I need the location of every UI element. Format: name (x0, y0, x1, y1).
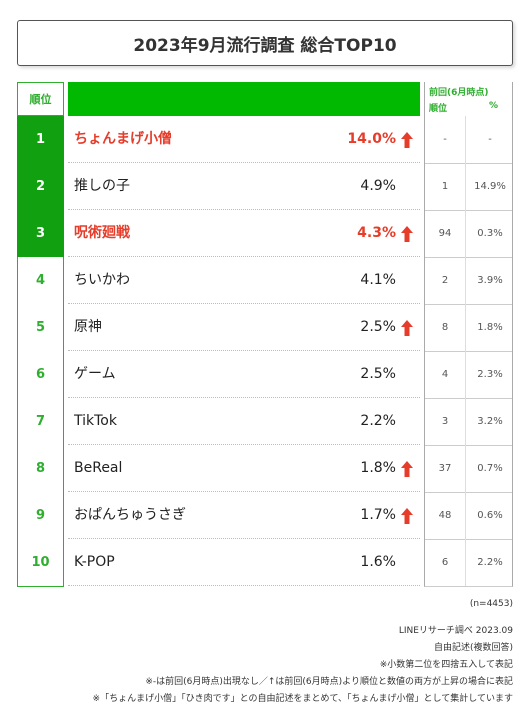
item-name: おぱんちゅうさぎ (74, 507, 186, 523)
previous-cell: 2 3.9% (424, 257, 513, 305)
previous-cell: 94 0.3% (424, 210, 513, 258)
rank-cell: 2 (17, 163, 64, 211)
previous-cell: 48 0.6% (424, 492, 513, 540)
table-row: 2 推しの子 4.9% 1 14.9% (17, 163, 513, 211)
previous-rank: 1 (441, 181, 449, 192)
previous-pct-header: % (488, 101, 498, 111)
footnotes: (n=4453) LINEリサーチ調べ 2023.09 自由記述(複数回答) ※… (93, 596, 513, 708)
up-arrow-icon (401, 461, 413, 477)
previous-percent: 0.3% (465, 210, 514, 257)
up-arrow-icon (401, 226, 413, 242)
item-percent: 1.7% (360, 507, 396, 523)
item-name: ゲーム (74, 366, 116, 382)
legend-note: ※-は前回(6月時点)出現なし／↑は前回(6月時点)より順位と数値の両方が上昇の… (145, 677, 513, 687)
header-green-bar (68, 82, 420, 116)
source-note: LINEリサーチ調べ 2023.09 (398, 626, 513, 636)
table-body: 1 ちょんまげ小僧 14.0% - -2 推しの子 4.9% 1 14.9% 3 呪術廻戦 4.3% 9… (17, 116, 513, 587)
table-row: 5 原神 2.5% 8 1.8% (17, 304, 513, 352)
rank-cell: 9 (17, 492, 64, 540)
item-percent: 1.6% (360, 554, 396, 570)
table-row: 4 ちいかわ 4.1% 2 3.9% (17, 257, 513, 305)
item-percent: 14.0% (347, 131, 396, 147)
merge-note: ※「ちょんまげ小僧」「ひき肉です」との自由記述をまとめて、「ちょんまげ小僧」とし… (92, 694, 513, 704)
previous-cell: 3 3.2% (424, 398, 513, 446)
previous-cell: -- (424, 116, 513, 164)
previous-percent: 2.2% (465, 539, 514, 586)
item-percent: 2.5% (360, 319, 396, 335)
up-arrow-icon (401, 508, 413, 524)
item-name: 原神 (74, 319, 102, 335)
previous-cell: 4 2.3% (424, 351, 513, 399)
table-header: 順位 前回(6月時点) 順位 % (17, 82, 513, 116)
previous-cell: 8 1.8% (424, 304, 513, 352)
up-arrow-icon (401, 132, 413, 148)
previous-percent: 2.3% (465, 351, 514, 398)
table-row: 1 ちょんまげ小僧 14.0% - - (17, 116, 513, 164)
table-row: 10 K-POP 1.6% 6 2.2% (17, 539, 513, 587)
rank-cell: 5 (17, 304, 64, 352)
previous-title: 前回(6月時点) (429, 88, 489, 98)
item-percent: 4.9% (360, 178, 396, 194)
previous-percent: 0.7% (465, 445, 514, 492)
previous-header: 前回(6月時点) 順位 % (424, 82, 513, 116)
rank-cell: 7 (17, 398, 64, 446)
previous-cell: 37 0.7% (424, 445, 513, 493)
previous-rank: 2 (441, 275, 449, 286)
previous-rank: - (443, 134, 447, 145)
rank-cell: 1 (17, 116, 64, 164)
item-name: TikTok (74, 413, 117, 429)
item-name: ちょんまげ小僧 (74, 131, 172, 147)
previous-rank: 37 (438, 463, 452, 474)
previous-rank: 94 (438, 228, 452, 239)
rank-cell: 6 (17, 351, 64, 399)
previous-rank: 4 (441, 369, 449, 380)
rounding-note: ※小数第二位を四捨五入して表記 (379, 660, 513, 670)
item-percent: 2.2% (360, 413, 396, 429)
table-row: 3 呪術廻戦 4.3% 94 0.3% (17, 210, 513, 258)
previous-percent: 0.6% (465, 492, 514, 539)
rank-header: 順位 (17, 82, 64, 116)
item-percent: 2.5% (360, 366, 396, 382)
sample-size: (n=4453) (469, 599, 513, 609)
table-row: 6 ゲーム 2.5% 4 2.3% (17, 351, 513, 399)
previous-percent: 1.8% (465, 304, 514, 351)
previous-cell: 1 14.9% (424, 163, 513, 211)
item-name: 呪術廻戦 (74, 225, 130, 241)
item-name: ちいかわ (74, 272, 130, 288)
ranking-table: 順位 前回(6月時点) 順位 % 1 ちょんまげ小僧 14.0% - -2 推しの子 4.9… (17, 82, 513, 587)
item-name: 推しの子 (74, 178, 130, 194)
previous-rank: 3 (441, 416, 449, 427)
previous-rank-header: 順位 (429, 104, 448, 114)
previous-rank: 48 (438, 510, 452, 521)
rank-cell: 10 (17, 539, 64, 587)
item-percent: 4.1% (360, 272, 396, 288)
previous-percent: 3.2% (465, 398, 514, 445)
item-name: BeReal (74, 460, 123, 476)
previous-percent: 3.9% (465, 257, 514, 304)
rank-cell: 3 (17, 210, 64, 258)
chart-title: 2023年9月流行調査 総合TOP10 (17, 20, 513, 66)
table-row: 8 BeReal 1.8% 37 0.7% (17, 445, 513, 493)
rank-cell: 8 (17, 445, 64, 493)
up-arrow-icon (401, 320, 413, 336)
previous-cell: 6 2.2% (424, 539, 513, 587)
item-name: K-POP (74, 554, 115, 570)
item-percent: 1.8% (360, 460, 396, 476)
table-row: 9 おぱんちゅうさぎ 1.7% 48 0.6% (17, 492, 513, 540)
previous-rank: 6 (441, 557, 449, 568)
table-row: 7 TikTok 2.2% 3 3.2% (17, 398, 513, 446)
previous-percent: - (465, 116, 514, 163)
previous-rank: 8 (441, 322, 449, 333)
method-note: 自由記述(複数回答) (433, 643, 513, 653)
rank-cell: 4 (17, 257, 64, 305)
previous-percent: 14.9% (465, 163, 514, 210)
item-percent: 4.3% (357, 225, 396, 241)
